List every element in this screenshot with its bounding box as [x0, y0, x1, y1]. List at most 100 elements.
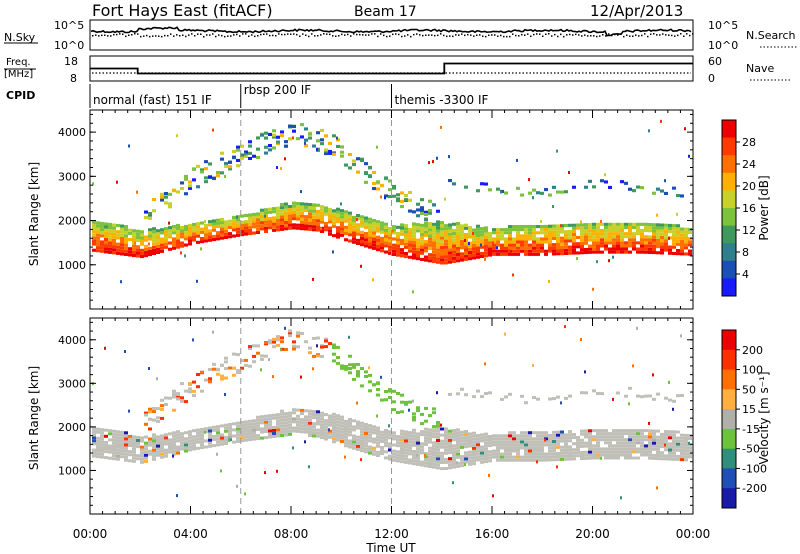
- range-cell: [540, 449, 544, 453]
- range-cell: [376, 454, 380, 457]
- range-cell: [444, 248, 448, 252]
- range-cell: [148, 234, 152, 238]
- noise-left-tick-top: 10^5: [54, 19, 84, 32]
- range-cell: [560, 454, 564, 458]
- range-cell: [200, 437, 204, 440]
- range-cell: [272, 435, 276, 438]
- range-cell: [304, 427, 308, 431]
- range-cell: [520, 249, 524, 253]
- range-cell: [624, 441, 628, 445]
- range-cell: [104, 237, 108, 241]
- range-cell: [320, 211, 324, 215]
- range-cell: [668, 245, 672, 249]
- scatter-speck: [412, 290, 414, 294]
- range-cell: [440, 454, 444, 458]
- range-cell: [352, 237, 356, 241]
- range-cell: [628, 444, 632, 448]
- range-cell: [304, 138, 308, 142]
- range-cell: [672, 239, 676, 243]
- range-cell: [192, 394, 196, 397]
- range-cell: [196, 228, 200, 232]
- range-cell: [384, 232, 388, 236]
- range-cell: [212, 428, 216, 432]
- range-cell: [616, 235, 620, 239]
- range-cell: [644, 238, 648, 242]
- range-cell: [536, 246, 540, 250]
- range-cell: [324, 209, 328, 213]
- range-cell: [200, 168, 204, 172]
- range-cell: [168, 229, 172, 233]
- range-cell: [112, 454, 116, 458]
- noise-search-dot: [179, 35, 181, 37]
- range-cell: [100, 440, 104, 444]
- range-cell: [340, 224, 344, 228]
- range-cell: [180, 441, 184, 445]
- range-cell: [220, 363, 224, 367]
- range-cell: [260, 421, 264, 425]
- range-cell: [508, 431, 512, 435]
- range-cell: [428, 458, 432, 462]
- range-cell: [284, 348, 288, 351]
- scatter-speck: [360, 264, 362, 268]
- range-cell: [312, 203, 316, 207]
- noise-search-dot: [611, 34, 613, 37]
- range-cell: [252, 225, 256, 229]
- range-cell: [464, 236, 468, 240]
- range-cell: [296, 331, 300, 335]
- range-cell: [188, 436, 192, 440]
- range-cell: [328, 220, 332, 224]
- range-cell: [300, 332, 304, 335]
- range-cell: [484, 232, 488, 236]
- noise-search-dot: [257, 35, 259, 37]
- range-cell: [264, 423, 268, 427]
- scatter-speck: [544, 438, 546, 442]
- range-cell: [104, 428, 108, 432]
- range-cell: [356, 241, 360, 245]
- noise-search-dot: [110, 35, 112, 37]
- range-cell: [492, 252, 496, 256]
- range-cell: [348, 227, 352, 231]
- range-cell: [548, 434, 552, 437]
- range-cell: [524, 452, 528, 456]
- range-cell: [292, 426, 296, 430]
- range-cell: [412, 247, 416, 251]
- range-cell: [456, 434, 460, 438]
- range-cell: [316, 228, 320, 232]
- range-cell: [288, 411, 292, 415]
- range-cell: [272, 345, 276, 349]
- range-cell: [320, 208, 324, 212]
- range-cell: [116, 251, 120, 255]
- range-cell: [488, 253, 492, 257]
- scatter-speck: [264, 214, 266, 218]
- range-cell: [332, 215, 336, 219]
- noise-search-dot: [503, 35, 505, 38]
- range-cell: [112, 229, 116, 233]
- range-cell: [404, 448, 408, 452]
- range-cell: [500, 243, 504, 247]
- range-cell: [276, 222, 280, 226]
- range-cell: [528, 443, 532, 447]
- range-cell: [152, 410, 156, 413]
- range-cell: [364, 219, 368, 223]
- range-cell: [512, 246, 516, 250]
- range-cell: [440, 427, 444, 431]
- range-cell: [436, 254, 440, 258]
- range-cell: [588, 453, 592, 457]
- range-cell: [664, 445, 668, 449]
- range-cell: [616, 450, 620, 454]
- range-cell: [228, 423, 232, 426]
- range-cell: [104, 447, 108, 450]
- range-cell: [684, 452, 688, 456]
- range-cell: [176, 436, 180, 440]
- range-cell: [476, 237, 480, 241]
- range-cell: [680, 194, 684, 198]
- range-cell: [160, 455, 164, 459]
- range-cell: [256, 227, 260, 231]
- noise-search-dot: [647, 35, 649, 38]
- range-cell: [676, 227, 680, 231]
- range-cell: [548, 449, 552, 453]
- range-cell: [340, 364, 344, 368]
- range-cell: [636, 447, 640, 451]
- range-cell: [336, 216, 340, 220]
- range-cell: [288, 137, 292, 141]
